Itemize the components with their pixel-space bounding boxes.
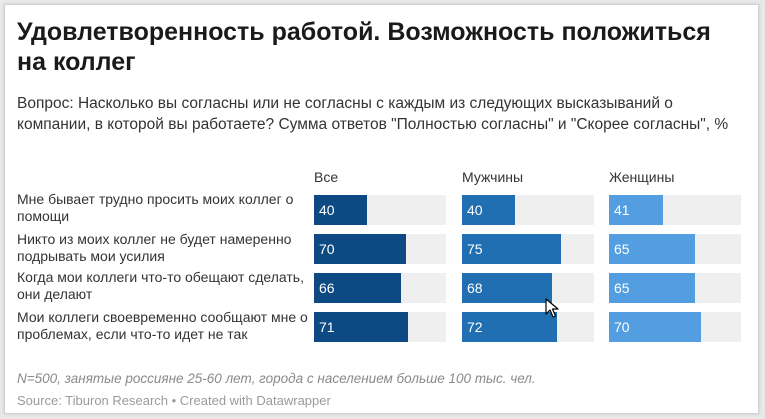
bar: 40 (462, 195, 515, 225)
bar-track: 71 (314, 312, 446, 342)
bar-value-label: 65 (614, 241, 630, 257)
bar: 66 (314, 273, 402, 303)
bar-track: 41 (609, 195, 741, 225)
bar-track: 66 (314, 273, 446, 303)
bar-value-label: 75 (467, 241, 483, 257)
bar-value-label: 72 (467, 319, 483, 335)
bar-track: 72 (462, 312, 594, 342)
bar-track: 75 (462, 234, 594, 264)
chart-card: Удовлетворенность работой. Возможность п… (4, 4, 759, 414)
row-label: Когда мои коллеги что-то обещают сделать… (17, 269, 304, 302)
sample-note: N=500, занятые россияне 25-60 лет, город… (17, 371, 536, 386)
bar-track: 70 (314, 234, 446, 264)
bar-value-label: 70 (319, 241, 335, 257)
row-label: Мои коллеги своевременно сообщают мне о … (17, 309, 308, 342)
bar: 40 (314, 195, 367, 225)
bar: 65 (609, 234, 695, 264)
bar-value-label: 40 (467, 202, 483, 218)
bar: 65 (609, 273, 695, 303)
bar: 70 (314, 234, 407, 264)
row-label: Мне бывает трудно просить моих коллег о … (17, 191, 294, 224)
bar-value-label: 40 (319, 202, 335, 218)
bar-value-label: 66 (319, 280, 335, 296)
bar: 41 (609, 195, 664, 225)
bar-track: 40 (462, 195, 594, 225)
bar: 68 (462, 273, 552, 303)
row-label: Никто из моих коллег не будет намеренно … (17, 231, 292, 264)
bar: 71 (314, 312, 408, 342)
chart-subtitle: Вопрос: Насколько вы согласны или не сог… (17, 95, 729, 133)
bar-track: 70 (609, 312, 741, 342)
bar-track: 65 (609, 273, 741, 303)
bar: 70 (609, 312, 702, 342)
source-line: Source: Tiburon Research • Created with … (17, 393, 331, 408)
bar-track: 40 (314, 195, 446, 225)
bar-value-label: 71 (319, 319, 335, 335)
column-header: Все (314, 169, 339, 185)
column-header: Мужчины (462, 169, 524, 185)
column-header: Женщины (609, 169, 675, 185)
bar-track: 68 (462, 273, 594, 303)
mouse-cursor-icon (545, 298, 559, 318)
bar: 75 (462, 234, 561, 264)
chart-title: Удовлетворенность работой. Возможность п… (17, 18, 711, 76)
bar: 72 (462, 312, 558, 342)
bar-track: 65 (609, 234, 741, 264)
bar-value-label: 68 (467, 280, 483, 296)
bar-value-label: 65 (614, 280, 630, 296)
bar-value-label: 70 (614, 319, 630, 335)
bar-value-label: 41 (614, 202, 630, 218)
